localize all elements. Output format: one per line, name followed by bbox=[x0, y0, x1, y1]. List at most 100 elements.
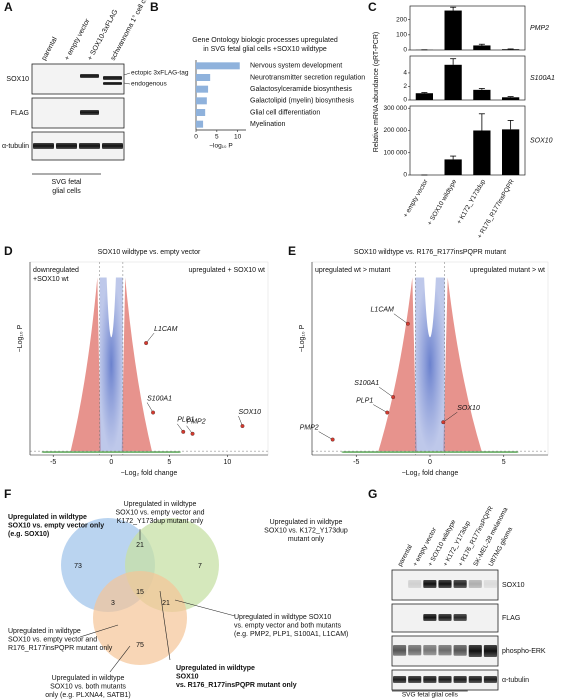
panel-letter: G bbox=[368, 487, 377, 501]
y-axis-label: −Log₁₀ P bbox=[299, 324, 306, 352]
plot-title: SOX10 wildtype vs. R176_R177insPQPR muta… bbox=[354, 249, 506, 256]
label-line: R176_R177insPQPR mutant only bbox=[8, 645, 113, 652]
label-line: (e.g. PMP2, PLP1, S100A1, L1CAM) bbox=[234, 631, 348, 638]
gene-point bbox=[385, 410, 390, 415]
region-count: 73 bbox=[74, 563, 82, 570]
band bbox=[483, 676, 497, 683]
label-line: in SVG fetal glial cells +SOX10 wildtype bbox=[203, 46, 327, 53]
panel-letter: E bbox=[288, 244, 296, 258]
bar bbox=[196, 109, 206, 116]
band bbox=[80, 74, 99, 78]
gene-label: S100A1 bbox=[147, 395, 172, 402]
label-line: SOX10 vs. empty vector and bbox=[115, 509, 204, 516]
gene-label: S100A1 bbox=[354, 380, 379, 387]
region-count: 21 bbox=[136, 542, 144, 549]
y-axis-label: Relative mRNA abundance (qRT-PCR) bbox=[373, 32, 380, 152]
x-tick-label: 0 bbox=[428, 459, 432, 466]
y-tick-label: 100 000 bbox=[384, 149, 408, 156]
gene-label: L1CAM bbox=[371, 307, 395, 314]
gene-point bbox=[240, 424, 245, 428]
band bbox=[438, 645, 452, 656]
label-line: Upregulated in wildtype bbox=[124, 501, 197, 508]
region-count: 7 bbox=[198, 563, 202, 570]
x-tick-label: 5 bbox=[502, 459, 506, 466]
label-line: only (e.g. PLXNA4, SATB1) bbox=[45, 692, 130, 699]
row-label: SOX10 bbox=[502, 582, 525, 589]
panel-letter: A bbox=[4, 0, 13, 14]
bar bbox=[502, 97, 520, 100]
panel-letter: F bbox=[4, 487, 11, 501]
x-tick-label: -5 bbox=[50, 459, 56, 466]
label-line: SOX10 vs. both mutants bbox=[50, 683, 126, 690]
cloud-blue bbox=[99, 277, 123, 452]
y-tick-label: 0 bbox=[403, 172, 407, 179]
row-label: α-tubulin bbox=[502, 677, 529, 684]
region-count: 15 bbox=[136, 589, 144, 596]
gene-point bbox=[441, 420, 446, 425]
y-tick-label: 2 bbox=[403, 83, 407, 90]
plot-background bbox=[29, 261, 269, 456]
bar bbox=[415, 93, 433, 100]
x-axis-label: −Log₂ fold change bbox=[121, 470, 178, 477]
row-label: SOX10 bbox=[6, 76, 29, 83]
band bbox=[453, 614, 467, 621]
row-label: FLAG bbox=[11, 110, 29, 117]
category-label: Galactolipid (myelin) biosynthesis bbox=[250, 98, 354, 105]
bar bbox=[196, 120, 204, 128]
bar bbox=[196, 74, 211, 81]
pointer bbox=[123, 82, 131, 85]
row-label: phospho-ERK bbox=[502, 648, 546, 655]
cloud-green bbox=[341, 451, 519, 453]
cloud-green bbox=[41, 451, 181, 453]
x-axis-label: −log₁₀ P bbox=[209, 143, 233, 150]
cloud-red bbox=[70, 277, 152, 452]
label-line: glial cells bbox=[52, 188, 81, 195]
band bbox=[438, 676, 452, 683]
band bbox=[408, 645, 422, 656]
band bbox=[438, 580, 452, 588]
cloud-red bbox=[378, 277, 482, 452]
gene-point bbox=[151, 410, 156, 415]
cloud-blue bbox=[415, 277, 445, 452]
x-tick-label: 0 bbox=[194, 134, 198, 141]
region-count: 75 bbox=[136, 642, 144, 649]
bar bbox=[196, 97, 207, 105]
lane-label: parental bbox=[41, 36, 59, 62]
leader-line bbox=[79, 624, 119, 638]
x-tick-label: 5 bbox=[167, 459, 171, 466]
label-line: (e.g. SOX10) bbox=[8, 531, 49, 538]
band bbox=[423, 580, 437, 588]
y-axis-label: −Log₁₀ P bbox=[17, 324, 24, 352]
band bbox=[468, 645, 482, 657]
gene-label: PLP1 bbox=[177, 417, 194, 424]
y-tick-label: 100 bbox=[396, 32, 407, 39]
region-count: 3 bbox=[111, 600, 115, 607]
row-label: FLAG bbox=[502, 615, 520, 622]
x-tick-label: 10 bbox=[234, 134, 242, 141]
band bbox=[423, 676, 437, 683]
label-line: upregulated wt > mutant bbox=[315, 267, 390, 274]
panel-letter: D bbox=[4, 244, 13, 258]
x-tick-label: -5 bbox=[353, 459, 359, 466]
gene-label: SOX10 bbox=[457, 405, 480, 412]
label-line: Upregulated in wildtype bbox=[8, 628, 81, 635]
bar bbox=[444, 159, 462, 175]
band bbox=[408, 580, 422, 588]
band bbox=[483, 580, 497, 588]
bar bbox=[473, 130, 491, 175]
gene-label: PMP2 bbox=[187, 419, 206, 426]
bar bbox=[502, 129, 520, 175]
leader-line bbox=[393, 313, 409, 324]
blot-footer: SVG fetal glial cells bbox=[402, 692, 459, 699]
lane-label: schwannoma 1° cell culture bbox=[109, 0, 156, 62]
bar bbox=[196, 85, 209, 93]
y-tick-label: 0 bbox=[403, 47, 407, 54]
y-tick-label: 0 bbox=[403, 97, 407, 104]
band bbox=[423, 645, 437, 656]
band bbox=[393, 676, 407, 683]
leader-line bbox=[109, 645, 131, 673]
band bbox=[453, 580, 467, 588]
x-axis-label: −Log₂ fold change bbox=[402, 470, 459, 477]
gene-label: PMP2 bbox=[530, 25, 549, 32]
